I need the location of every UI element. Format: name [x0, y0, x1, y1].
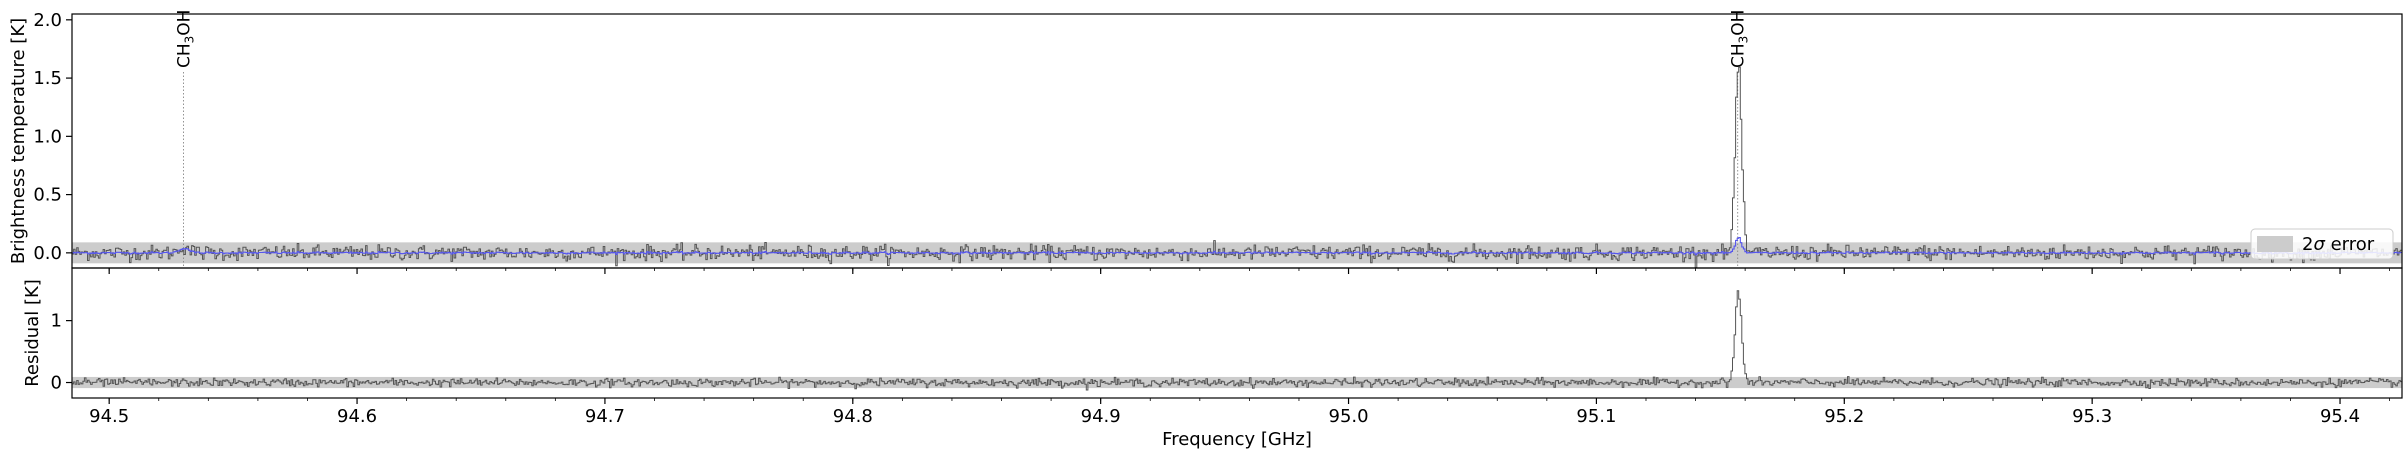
spectrum-panel: CH3OH CH3OH 0.0 0.5 1.0 1.5 2.0 Brightness te…	[8, 10, 2403, 274]
legend: 2σ error	[2250, 228, 2394, 260]
model-line	[72, 236, 2402, 256]
y-tick-label: 0.5	[33, 185, 62, 206]
y-tick-label: 1.5	[33, 68, 62, 89]
x-tick-label: 95.3	[2072, 406, 2112, 427]
top-x-ticks	[108, 268, 2391, 274]
top-y-ticks: 0.0 0.5 1.0 1.5 2.0	[33, 10, 72, 264]
x-tick-label: 95.2	[1824, 406, 1864, 427]
x-tick-label: 95.4	[2320, 406, 2360, 427]
y-tick-label: 1.0	[33, 126, 62, 147]
x-tick-label: 94.5	[89, 406, 129, 427]
annotation-label: CH3OH	[175, 10, 197, 68]
bottom-axes-frame	[71, 267, 2403, 399]
residual-series	[72, 290, 2402, 391]
y-tick-label: 2.0	[33, 10, 62, 31]
top-y-axis-label: Brightness temperature [K]	[8, 18, 29, 264]
x-tick-label: 94.8	[833, 406, 873, 427]
residual-panel: 01 94.5 94.6 94.7 94.8 94.9 95.0 95.1 95.2 95.3 9…	[22, 267, 2403, 427]
legend-swatch	[2257, 236, 2293, 252]
x-tick-label: 94.9	[1081, 406, 1121, 427]
legend-label: 2σ error	[2302, 234, 2375, 255]
y-tick-label: 1	[51, 311, 62, 332]
bottom-x-ticks: 94.5 94.6 94.7 94.8 94.9 95.0 95.1 95.2 95.3 95.4	[89, 398, 2391, 427]
line-annotations: CH3OH CH3OH	[175, 10, 1751, 268]
bottom-y-ticks: 01	[51, 311, 72, 394]
x-tick-label: 95.0	[1329, 406, 1369, 427]
x-tick-label: 95.1	[1576, 406, 1616, 427]
observed-line	[72, 66, 2402, 268]
annotation-label: CH3OH	[1729, 10, 1751, 68]
spectrum-series	[72, 66, 2402, 268]
x-tick-label: 94.7	[585, 406, 625, 427]
y-tick-label: 0	[51, 373, 62, 394]
x-axis-label: Frequency [GHz]	[1162, 429, 1312, 450]
x-tick-label: 94.6	[337, 406, 377, 427]
top-axes-frame	[71, 13, 2403, 269]
y-tick-label: 0.0	[33, 243, 62, 264]
residual-line	[72, 290, 2402, 391]
bottom-y-axis-label: Residual [K]	[22, 279, 43, 387]
